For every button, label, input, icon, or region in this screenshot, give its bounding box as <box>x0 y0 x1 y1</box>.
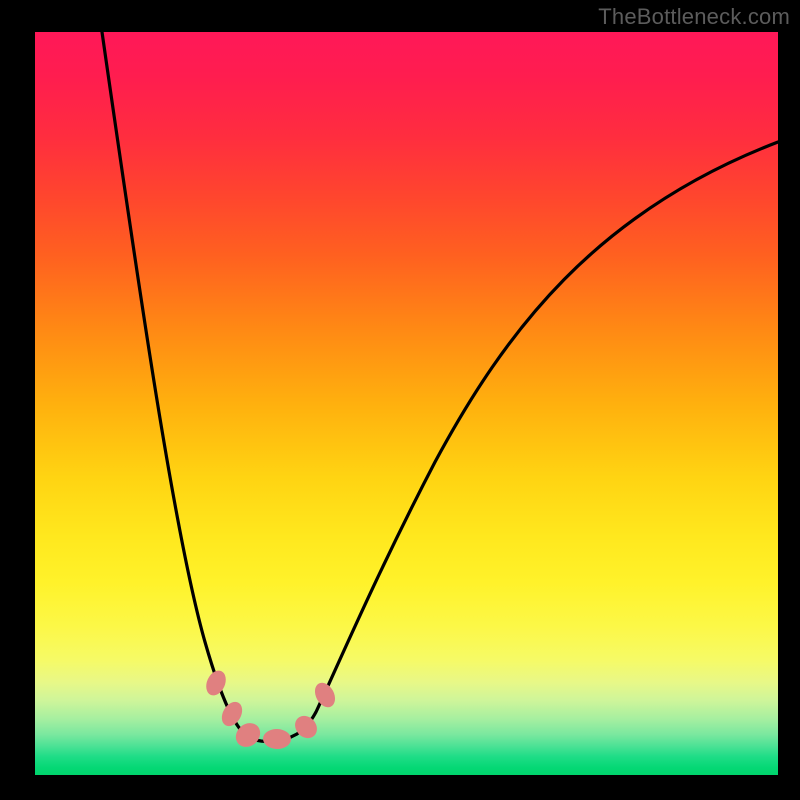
plot-area <box>35 32 778 775</box>
data-marker <box>311 679 339 710</box>
data-marker <box>263 729 292 750</box>
chart-stage: TheBottleneck.com <box>0 0 800 800</box>
bottleneck-curve <box>102 32 778 742</box>
data-marker <box>291 711 322 742</box>
watermark-text: TheBottleneck.com <box>598 4 790 30</box>
curve-layer <box>35 32 778 775</box>
data-marker <box>218 698 247 730</box>
data-marker <box>202 667 229 698</box>
